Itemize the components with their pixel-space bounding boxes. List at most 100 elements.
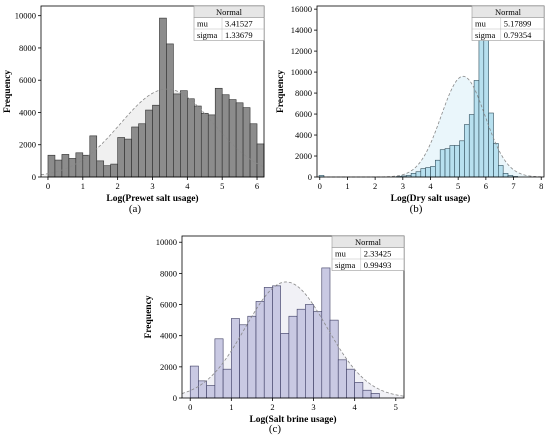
histogram-bar <box>420 168 426 178</box>
y-tick-label: 16000 <box>291 4 312 14</box>
histogram-bar <box>272 285 281 399</box>
histogram-bar <box>464 124 470 178</box>
y-tick-label: 0 <box>308 172 312 182</box>
histogram-bar <box>280 333 290 399</box>
y-tick-label: 6000 <box>19 75 36 85</box>
y-tick-label: 14000 <box>291 25 312 35</box>
histogram-bar <box>173 93 181 178</box>
histogram-bar <box>206 385 216 399</box>
histogram-bar <box>263 287 273 399</box>
panel-1: 0 1 2 3 4 5 6 0 2000 4000 6000 8000 10000 Log(Prewet … <box>3 5 265 204</box>
histogram-bar <box>124 138 132 178</box>
histogram-bar <box>187 98 195 178</box>
histogram-bar <box>145 109 153 178</box>
histogram-bar <box>370 393 380 399</box>
histogram-bar <box>103 165 111 178</box>
histogram-bar <box>249 123 258 178</box>
caption-b: (b) <box>409 203 423 215</box>
fit-legend: Normal mu 2.33425 sigma 0.99493 <box>331 235 405 271</box>
legend-title: Normal <box>216 7 243 17</box>
histogram-bar <box>152 104 160 178</box>
x-tick-label: 8 <box>539 181 543 191</box>
histogram-bar <box>89 135 98 178</box>
histogram-bar <box>222 368 232 399</box>
y-axis-label: Frequency <box>144 295 154 338</box>
x-tick-label: 2 <box>270 402 274 412</box>
histogram-bar <box>96 160 105 178</box>
histogram-bar <box>235 102 244 178</box>
histogram-bar <box>337 359 347 399</box>
x-tick-label: 3 <box>150 181 154 191</box>
histogram-bar <box>47 154 56 178</box>
y-tick-label: 2000 <box>295 151 312 161</box>
histogram-bar <box>321 267 331 399</box>
y-tick-label: 12000 <box>291 46 312 56</box>
x-tick-label: 0 <box>318 181 322 191</box>
histogram-bar <box>435 159 441 178</box>
histogram-bar <box>180 90 188 178</box>
histogram-bar <box>329 319 339 399</box>
histogram-bar <box>228 99 237 178</box>
legend-mu-label: mu <box>335 249 347 259</box>
x-tick-label: 1 <box>345 181 349 191</box>
histogram-bar <box>75 152 84 178</box>
x-tick-label: 5 <box>456 181 460 191</box>
histogram-bar <box>68 158 77 178</box>
y-tick-label: 6000 <box>295 109 312 119</box>
y-tick-label: 8000 <box>160 268 177 278</box>
histogram-bar <box>242 107 251 178</box>
histogram-bar <box>214 87 223 178</box>
histogram-bar <box>444 148 451 178</box>
histogram-bar <box>459 140 465 178</box>
histogram-bar <box>425 167 431 178</box>
x-tick-label: 7 <box>511 181 515 191</box>
histogram-bar <box>483 24 489 178</box>
histogram-bar <box>138 123 146 178</box>
histogram-bar <box>488 112 494 178</box>
histogram-bar <box>231 318 240 399</box>
histogram-bar <box>117 137 125 178</box>
x-tick-label: 1 <box>229 402 233 412</box>
legend-mu-value: 2.33425 <box>364 249 392 259</box>
histogram-bar <box>439 149 446 178</box>
histogram-bar <box>354 382 364 399</box>
histogram-bar <box>198 380 207 399</box>
fit-legend: Normal mu 5.17899 sigma 0.79354 <box>471 5 545 41</box>
y-tick-label: 10000 <box>15 11 36 21</box>
histogram-bar <box>189 365 199 399</box>
histogram-bar <box>255 301 265 399</box>
histogram-bar <box>82 154 91 178</box>
histogram-bar <box>131 126 139 178</box>
x-tick-label: 1 <box>81 181 85 191</box>
panel-2: 0 1 2 3 4 5 6 7 8 0 2000 4000 6000 8000 10000 12000 1400… <box>276 4 545 204</box>
y-tick-label: 2000 <box>160 362 177 372</box>
legend-mu-label: mu <box>475 19 487 29</box>
normal-fit-curve <box>181 281 405 397</box>
x-tick-label: 0 <box>188 402 192 412</box>
x-tick-label: 0 <box>46 181 50 191</box>
histogram-bar <box>502 173 509 178</box>
y-tick-label: 6000 <box>160 300 177 310</box>
legend-sigma-label: sigma <box>335 260 356 270</box>
y-tick-label: 4000 <box>160 331 177 341</box>
x-tick-label: 4 <box>185 181 190 191</box>
legend-sigma-label: sigma <box>197 30 218 40</box>
x-tick-label: 2 <box>116 181 120 191</box>
x-axis-label: Log(Dry salt usage) <box>391 193 471 204</box>
caption-c: (c) <box>268 423 282 435</box>
histogram-bar <box>454 145 460 178</box>
y-tick-label: 2000 <box>19 140 36 150</box>
histogram-bar <box>468 114 475 178</box>
legend-title: Normal <box>355 237 382 247</box>
y-tick-label: 0 <box>173 393 177 403</box>
histogram-bar <box>61 154 70 178</box>
y-tick-label: 0 <box>32 172 36 182</box>
x-tick-label: 6 <box>255 181 259 191</box>
y-tick-label: 10000 <box>156 237 177 247</box>
histogram-bar <box>54 159 63 178</box>
legend-title: Normal <box>495 7 522 17</box>
x-tick-label: 6 <box>484 181 488 191</box>
legend-sigma-value: 1.33679 <box>225 30 253 40</box>
histogram-bar <box>473 80 480 178</box>
